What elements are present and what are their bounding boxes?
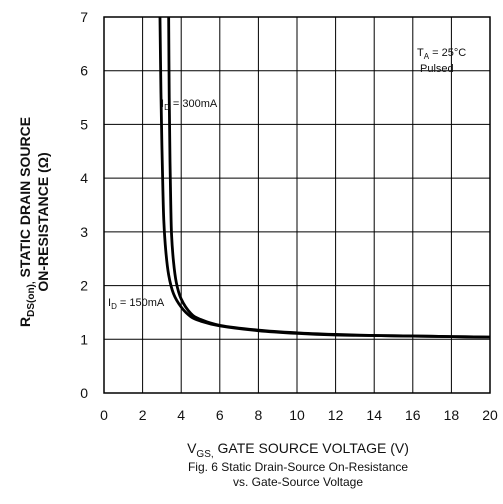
y-axis-label-line2: ON-RESISTANCE (Ω) — [35, 152, 51, 291]
plot-frame — [103, 16, 491, 394]
x-tick-label: 4 — [177, 407, 185, 423]
x-tick-label: 16 — [405, 407, 421, 423]
x-tick-label: 2 — [139, 407, 147, 423]
series-label-300ma: ID = 300mA — [161, 98, 218, 112]
figure-caption-line2: vs. Gate-Source Voltage — [233, 475, 363, 489]
y-tick-label: 5 — [80, 116, 88, 132]
y-tick-label: 0 — [80, 385, 88, 401]
x-tick-label: 14 — [366, 407, 382, 423]
x-tick-label: 6 — [216, 407, 224, 423]
x-tick-label: 12 — [328, 407, 344, 423]
x-tick-label: 20 — [482, 407, 498, 423]
x-tick-label: 18 — [444, 407, 460, 423]
x-tick-label: 10 — [289, 407, 305, 423]
y-tick-label: 4 — [80, 170, 88, 186]
x-tick-label: 0 — [100, 407, 108, 423]
series-label-150ma: ID = 150mA — [108, 297, 165, 311]
y-axis-label: RDS(on), STATIC DRAIN SOURCE ON-RESISTAN… — [17, 117, 51, 327]
y-tick-label: 3 — [80, 224, 88, 240]
y-tick-label: 1 — [80, 331, 88, 347]
conditions-temperature: TA = 25°C — [417, 47, 466, 61]
conditions-pulsed: Pulsed — [420, 63, 454, 75]
y-tick-label: 7 — [80, 9, 88, 25]
series-layer — [158, 16, 491, 339]
grid — [104, 17, 490, 393]
y-tick-label: 6 — [80, 63, 88, 79]
y-tick-label: 2 — [80, 278, 88, 294]
x-axis-label: VGS, GATE SOURCE VOLTAGE (V) — [187, 440, 409, 460]
figure-caption-line1: Fig. 6 Static Drain-Source On-Resistance — [188, 460, 408, 474]
series-line-150ma — [158, 16, 491, 339]
y-axis-label-line1: RDS(on), STATIC DRAIN SOURCE — [17, 117, 37, 327]
x-tick-label: 8 — [255, 407, 263, 423]
